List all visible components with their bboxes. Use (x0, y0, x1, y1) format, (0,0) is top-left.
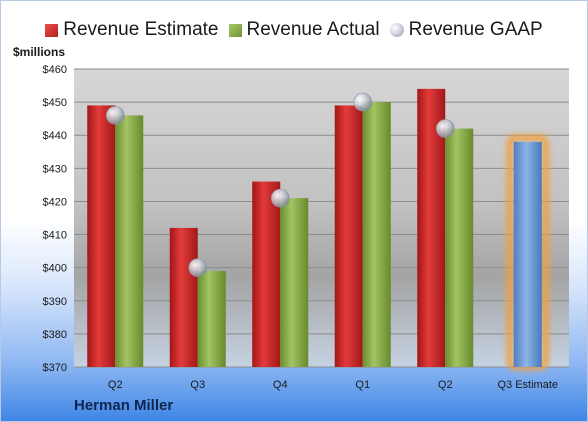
bar-revenue-estimate (169, 227, 198, 367)
y-tick-label: $380 (43, 329, 67, 341)
bar-revenue-actual (197, 270, 226, 367)
bar-revenue-actual (115, 115, 144, 367)
bar-revenue-estimate (87, 105, 116, 367)
legend-item-estimate: Revenue Estimate (45, 19, 219, 41)
y-tick-label: $370 (43, 362, 67, 374)
y-tick-label: $430 (43, 163, 67, 175)
x-tick-label: Q2 (438, 379, 453, 391)
y-tick-label: $420 (43, 196, 67, 208)
x-tick-label: Q2 (108, 379, 123, 391)
x-tick-label: Q3 Estimate (497, 379, 558, 391)
legend: Revenue Estimate Revenue Actual Revenue … (1, 18, 587, 42)
bar-revenue-actual (445, 128, 474, 367)
y-axis-unit-label: $millions (13, 45, 66, 59)
y-tick-label: $450 (43, 97, 67, 109)
legend-item-gaap: Revenue GAAP (389, 19, 543, 41)
marker-revenue-gaap (353, 92, 373, 112)
y-tick-label: $440 (43, 130, 67, 142)
bar-revenue-estimate (252, 181, 281, 367)
company-name: Herman Miller (74, 397, 174, 414)
x-tick-label: Q4 (273, 379, 288, 391)
y-tick-label: $460 (43, 64, 67, 76)
bar-revenue-actual (362, 102, 391, 367)
marker-revenue-gaap (105, 106, 125, 125)
legend-item-actual: Revenue Actual (228, 19, 380, 41)
bar-revenue-estimate (334, 105, 363, 367)
y-tick-label: $400 (43, 263, 67, 275)
y-tick-label: $410 (43, 230, 67, 242)
marker-revenue-gaap (270, 188, 290, 208)
x-tick-label: Q1 (355, 379, 370, 391)
legend-label-estimate: Revenue Estimate (63, 19, 219, 40)
plot-area (74, 69, 569, 367)
bar-revenue-actual (280, 198, 309, 367)
y-tick-label: $390 (43, 296, 67, 308)
legend-swatch-actual (228, 23, 242, 37)
legend-swatch-estimate (45, 23, 59, 37)
marker-revenue-gaap (188, 258, 208, 277)
legend-swatch-gaap (389, 23, 404, 37)
legend-label-gaap: Revenue GAAP (408, 19, 543, 40)
x-tick-label: Q3 (190, 379, 205, 391)
bar-q3-estimate (513, 141, 542, 367)
marker-revenue-gaap (435, 119, 455, 138)
legend-label-actual: Revenue Actual (246, 19, 380, 40)
